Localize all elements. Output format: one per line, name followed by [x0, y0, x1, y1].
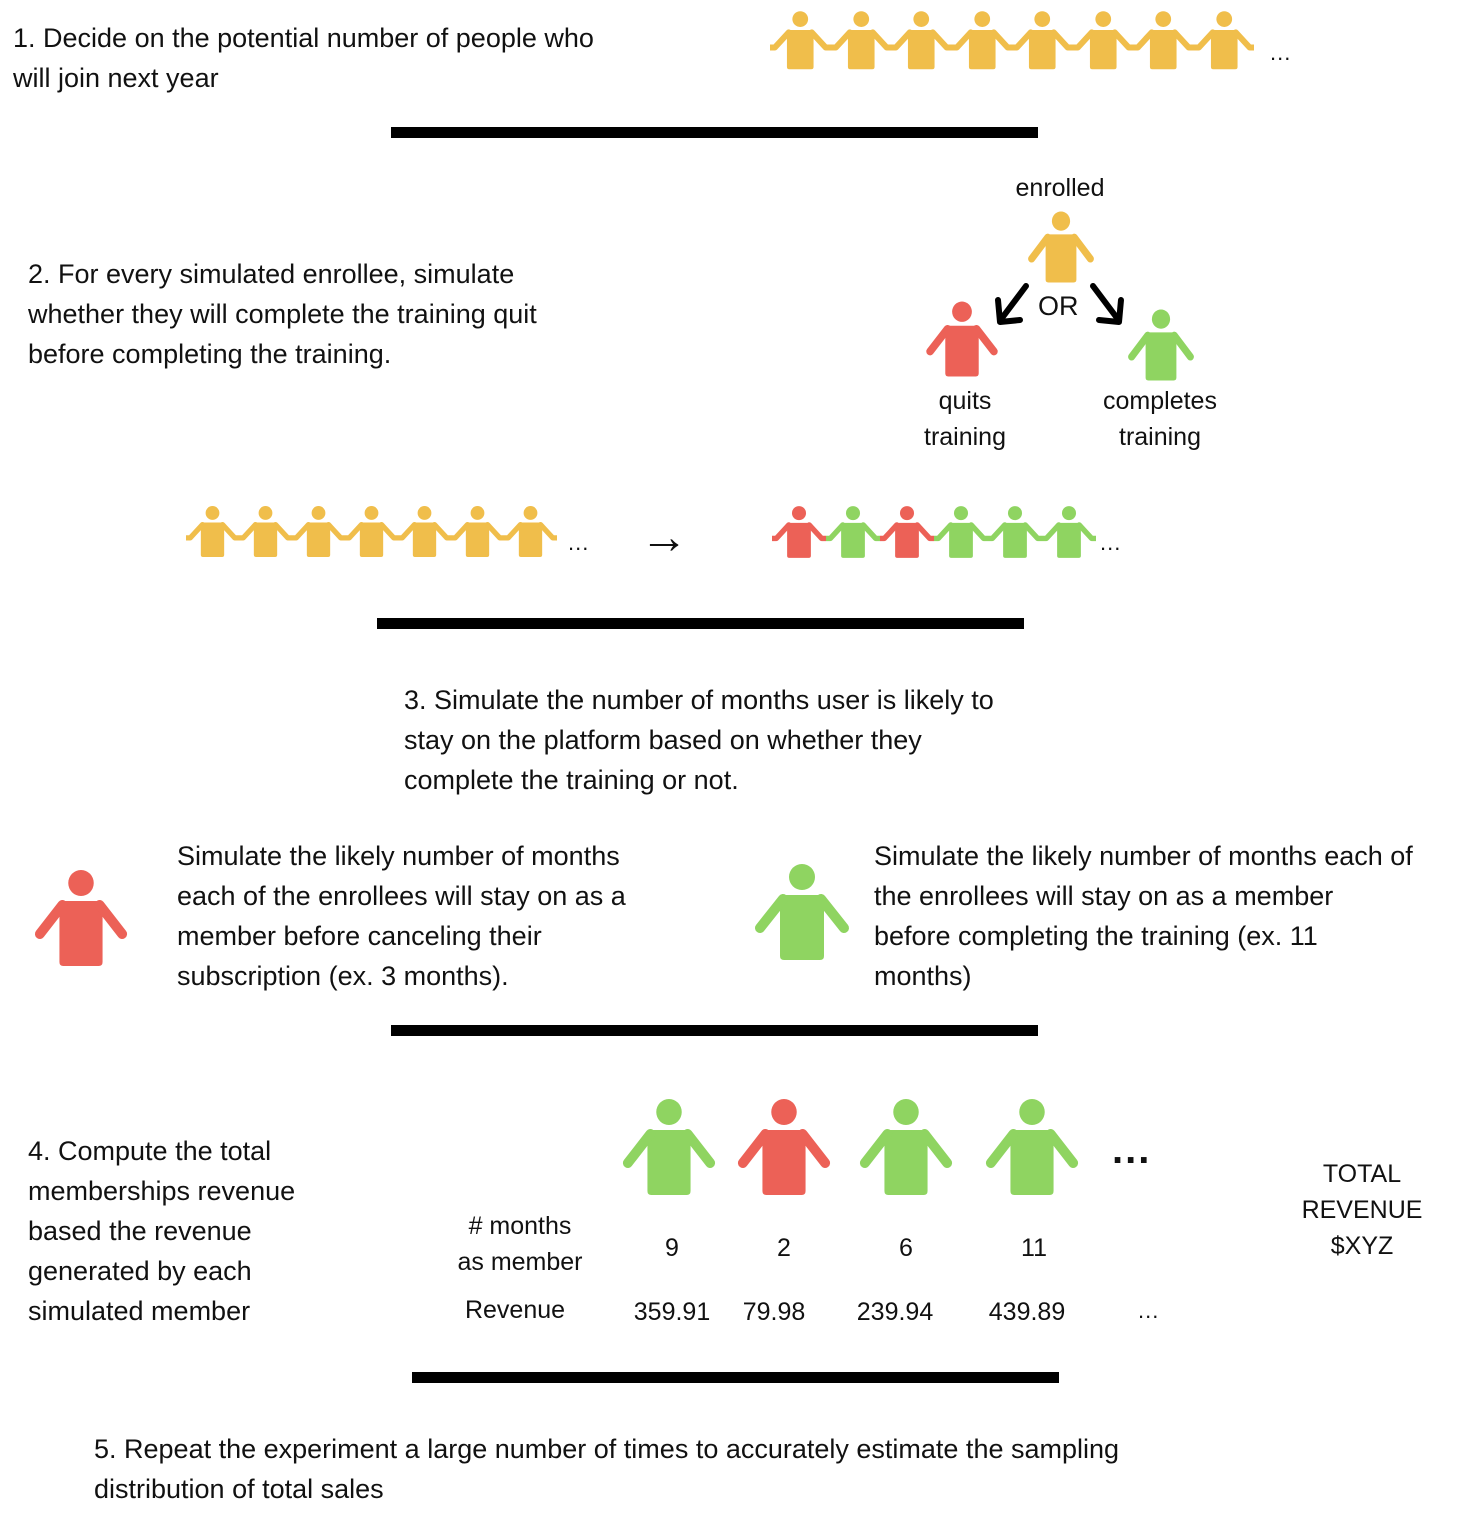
step1-person-icon-6 [1069, 10, 1137, 72]
member-2-months: 2 [777, 1234, 791, 1262]
quit-member-icon [32, 868, 130, 968]
before-person-icon-1 [183, 505, 242, 561]
divider-1 [391, 127, 1038, 138]
before-people-row [183, 505, 560, 561]
after-person-icon-3 [877, 505, 937, 561]
total-revenue-label: TOTAL REVENUE $XYZ [1301, 1160, 1423, 1260]
after-person-icon-1 [769, 505, 829, 561]
step4-text: 4. Compute the total memberships revenue… [28, 1136, 296, 1326]
step1-person-icon-4 [948, 10, 1016, 72]
arrow-down-left-icon [995, 283, 1029, 325]
member-4-revenue: 439.89 [988, 1298, 1066, 1326]
member-3-icon [857, 1097, 955, 1197]
quits-person-icon [924, 300, 1000, 378]
step1-person-icon-3 [887, 10, 955, 72]
revenue-ellipsis: ... [1138, 1298, 1160, 1323]
complete-member-icon [752, 862, 852, 962]
step1-person-icon-2 [827, 10, 895, 72]
completes-training-label: completes training [1103, 387, 1217, 451]
member-1-revenue: 359.91 [633, 1298, 711, 1326]
divider-3 [391, 1025, 1038, 1036]
step1-ellipsis: ... [1270, 40, 1292, 65]
member-3-revenue: 239.94 [856, 1298, 934, 1326]
step1-people-row [766, 10, 1258, 72]
completes-person-icon [1126, 308, 1196, 382]
transform-arrow-icon: → [640, 511, 688, 564]
quits-training-label: quits training [924, 387, 1006, 451]
member-2-revenue: 79.98 [742, 1298, 806, 1326]
before-person-icon-3 [289, 505, 348, 561]
member-2-icon [735, 1097, 833, 1197]
step1-person-icon-7 [1129, 10, 1197, 72]
enrolled-person-icon [1026, 210, 1096, 284]
after-person-icon-4 [931, 505, 991, 561]
step2-text: 2. For every simulated enrollee, simulat… [28, 259, 537, 369]
step1-person-icon-1 [766, 10, 834, 72]
before-person-icon-4 [342, 505, 401, 561]
member-3-months: 6 [899, 1234, 913, 1262]
before-person-icon-6 [448, 505, 507, 561]
or-label: OR [1038, 291, 1079, 321]
divider-4 [412, 1372, 1059, 1383]
step5-text: 5. Repeat the experiment a large number … [94, 1434, 1120, 1504]
complete-simulation-text: Simulate the likely number of months eac… [874, 841, 1413, 991]
step1-person-icon-5 [1008, 10, 1076, 72]
revenue-row-label: Revenue [464, 1296, 566, 1324]
step1-person-icon-8 [1190, 10, 1258, 72]
after-people-row [769, 505, 1099, 561]
divider-2 [377, 618, 1024, 629]
member-1-months: 9 [665, 1234, 679, 1262]
arrow-down-right-icon [1090, 283, 1124, 325]
before-person-icon-5 [395, 505, 454, 561]
before-ellipsis: ... [568, 530, 590, 555]
before-person-icon-2 [236, 505, 295, 561]
after-ellipsis: ... [1100, 530, 1122, 555]
member-4-icon [983, 1097, 1081, 1197]
enrolled-label: enrolled [1015, 174, 1105, 202]
member-1-icon [620, 1097, 718, 1197]
after-person-icon-5 [985, 505, 1045, 561]
step1-text: 1. Decide on the potential number of peo… [13, 23, 594, 93]
before-person-icon-7 [501, 505, 560, 561]
step3-text: 3. Simulate the number of months user is… [404, 685, 994, 795]
members-ellipsis: ... [1112, 1128, 1152, 1172]
months-row-label: # months as member [457, 1212, 583, 1276]
after-person-icon-6 [1039, 505, 1099, 561]
quit-simulation-text: Simulate the likely number of months eac… [177, 841, 626, 991]
after-person-icon-2 [823, 505, 883, 561]
member-4-months: 11 [1021, 1234, 1047, 1262]
